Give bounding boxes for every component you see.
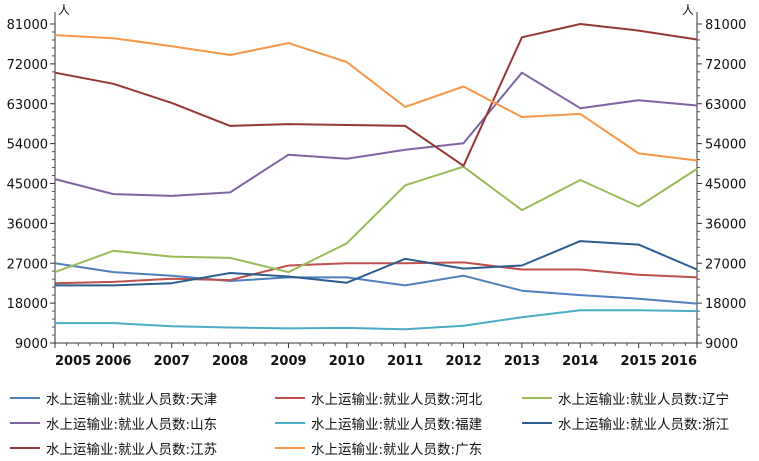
y-tick-label-right: 9000: [705, 337, 738, 352]
y-tick-label-left: 45000: [7, 178, 48, 193]
legend-label: 水上运输业:就业人员数:浙江: [558, 417, 730, 433]
legend-label: 水上运输业:就业人员数:江苏: [46, 442, 218, 458]
y-tick-label-right: 54000: [705, 138, 746, 153]
x-tick-label: 2015: [621, 354, 657, 369]
legend-item[interactable]: 水上运输业:就业人员数:江苏: [10, 436, 217, 460]
y-tick-label-right: 72000: [705, 58, 746, 73]
x-tick-label: 2010: [329, 354, 365, 369]
series-line-1: [54, 261, 698, 285]
legend-label: 水上运输业:就业人员数:广东: [311, 442, 483, 458]
line-chart: 人 人 9000 9000 18000 18000 27000 27000 36000 36000…: [7, 3, 747, 369]
y-tick-label-left: 72000: [7, 58, 48, 73]
x-tick-label: 2006: [95, 354, 131, 369]
x-tick-label: 2012: [445, 354, 481, 369]
x-tick-label: 2013: [504, 354, 540, 369]
x-tick-label: 2005: [55, 354, 91, 369]
y-tick-label-left: 27000: [7, 257, 48, 272]
legend-item[interactable]: 水上运输业:就业人员数:天津: [10, 386, 217, 410]
x-tick-label: 2008: [212, 354, 248, 369]
legend-label: 水上运输业:就业人员数:山东: [46, 417, 218, 433]
x-tick-label: 2007: [154, 354, 190, 369]
y-tick-label-right: 36000: [705, 217, 746, 232]
series-line-2: [54, 165, 698, 274]
chart-axes: 人 人 9000 9000 18000 18000 27000 27000 36000 36000…: [7, 3, 747, 369]
legend-item[interactable]: 水上运输业:就业人员数:福建: [275, 411, 482, 435]
legend-label: 水上运输业:就业人员数:天津: [46, 392, 218, 408]
legend-swatch: [275, 397, 305, 399]
chart-lines: [54, 23, 698, 331]
y-tick-label-left: 81000: [7, 18, 48, 33]
right-axis-unit: 人: [682, 3, 694, 17]
legend-label: 水上运输业:就业人员数:河北: [311, 392, 483, 408]
legend-item[interactable]: 水上运输业:就业人员数:辽宁: [522, 386, 729, 410]
legend-label: 水上运输业:就业人员数:福建: [311, 417, 483, 433]
series-line-4: [55, 309, 698, 331]
chart-legend: 水上运输业:就业人员数:天津 水上运输业:就业人员数:河北 水上运输业:就业人员数:…: [0, 386, 759, 461]
y-tick-label-left: 63000: [7, 98, 48, 113]
y-tick-label-left: 36000: [7, 217, 48, 232]
y-tick-label-left: 9000: [15, 337, 48, 352]
legend-item[interactable]: 水上运输业:就业人员数:广东: [275, 436, 482, 460]
legend-swatch: [10, 447, 40, 449]
legend-item[interactable]: 水上运输业:就业人员数:山东: [10, 411, 217, 435]
legend-swatch: [275, 422, 305, 424]
series-line-6: [54, 23, 698, 167]
series-line-7: [54, 34, 698, 162]
x-tick-label: 2011: [387, 354, 423, 369]
legend-swatch: [522, 422, 552, 424]
y-tick-label-left: 18000: [7, 297, 48, 312]
y-tick-label-right: 45000: [705, 178, 746, 193]
series-line-5: [55, 240, 698, 287]
x-tick-label: 2016: [661, 354, 697, 369]
x-tick-label: 2014: [562, 354, 598, 369]
y-tick-label-left: 54000: [7, 138, 48, 153]
y-tick-label-right: 27000: [705, 257, 746, 272]
series-line-3: [54, 71, 698, 197]
y-tick-label-right: 63000: [705, 98, 746, 113]
legend-label: 水上运输业:就业人员数:辽宁: [558, 392, 730, 408]
left-axis-unit: 人: [58, 3, 70, 17]
series-line-0: [54, 262, 698, 305]
legend-swatch: [10, 397, 40, 399]
legend-swatch: [522, 397, 552, 399]
legend-swatch: [275, 447, 305, 449]
legend-item[interactable]: 水上运输业:就业人员数:河北: [275, 386, 482, 410]
y-tick-label-right: 18000: [705, 297, 746, 312]
y-tick-label-right: 81000: [705, 18, 746, 33]
legend-swatch: [10, 422, 40, 424]
x-tick-label: 2009: [270, 354, 306, 369]
legend-item[interactable]: 水上运输业:就业人员数:浙江: [522, 411, 729, 435]
